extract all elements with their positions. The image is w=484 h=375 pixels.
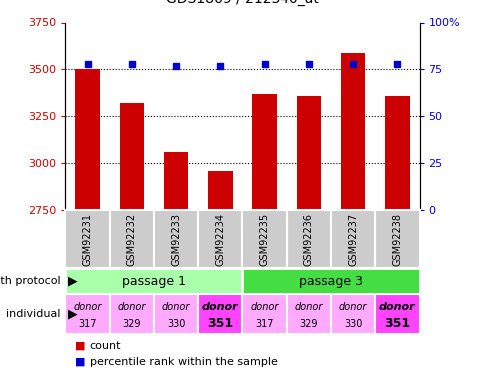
Bar	[286, 210, 330, 268]
Bar	[242, 294, 286, 334]
Bar	[76, 69, 100, 210]
Text: GDS1869 / 212340_at: GDS1869 / 212340_at	[166, 0, 318, 6]
Bar	[164, 152, 188, 210]
Bar	[153, 210, 198, 268]
Text: count: count	[90, 341, 121, 351]
Bar	[375, 294, 419, 334]
Text: growth protocol: growth protocol	[0, 276, 60, 286]
Bar	[340, 53, 364, 210]
Bar	[198, 210, 242, 268]
Bar	[120, 103, 144, 210]
Bar	[330, 294, 375, 334]
Text: 329: 329	[122, 319, 141, 329]
Bar	[65, 294, 109, 334]
Bar	[153, 294, 198, 334]
Text: donor: donor	[118, 302, 146, 312]
Bar	[208, 171, 232, 210]
Text: GSM92236: GSM92236	[303, 213, 313, 266]
Bar	[330, 210, 375, 268]
Text: passage 1: passage 1	[122, 275, 185, 288]
Bar	[109, 294, 153, 334]
Text: donor: donor	[73, 302, 102, 312]
Text: individual: individual	[6, 309, 60, 319]
Text: percentile rank within the sample: percentile rank within the sample	[90, 357, 277, 367]
Text: 330: 330	[343, 319, 362, 329]
Bar	[65, 268, 242, 294]
Text: donor: donor	[294, 302, 322, 312]
Text: 329: 329	[299, 319, 318, 329]
Bar	[384, 96, 408, 210]
Text: ▶: ▶	[68, 275, 77, 288]
Text: GSM92235: GSM92235	[259, 213, 269, 266]
Bar	[296, 96, 320, 210]
Text: donor: donor	[250, 302, 278, 312]
Text: GSM92233: GSM92233	[171, 213, 181, 266]
Bar	[198, 294, 242, 334]
Text: GSM92232: GSM92232	[127, 213, 136, 266]
Text: 317: 317	[255, 319, 273, 329]
Text: GSM92231: GSM92231	[82, 213, 92, 266]
Text: passage 3: passage 3	[299, 275, 362, 288]
Text: GSM92238: GSM92238	[392, 213, 402, 266]
Text: ■: ■	[75, 357, 86, 367]
Bar	[375, 210, 419, 268]
Bar	[252, 94, 276, 210]
Text: ▶: ▶	[68, 308, 77, 321]
Text: 317: 317	[78, 319, 97, 329]
Text: 351: 351	[383, 317, 409, 330]
Bar	[65, 210, 109, 268]
Text: ■: ■	[75, 341, 86, 351]
Text: donor: donor	[162, 302, 190, 312]
Text: GSM92234: GSM92234	[215, 213, 225, 266]
Bar	[242, 268, 419, 294]
Text: donor: donor	[338, 302, 366, 312]
Text: 330: 330	[166, 319, 185, 329]
Text: GSM92237: GSM92237	[348, 213, 357, 266]
Bar	[286, 294, 330, 334]
Text: donor: donor	[378, 302, 415, 312]
Text: 351: 351	[207, 317, 233, 330]
Bar	[109, 210, 153, 268]
Bar	[242, 210, 286, 268]
Text: donor: donor	[202, 302, 238, 312]
